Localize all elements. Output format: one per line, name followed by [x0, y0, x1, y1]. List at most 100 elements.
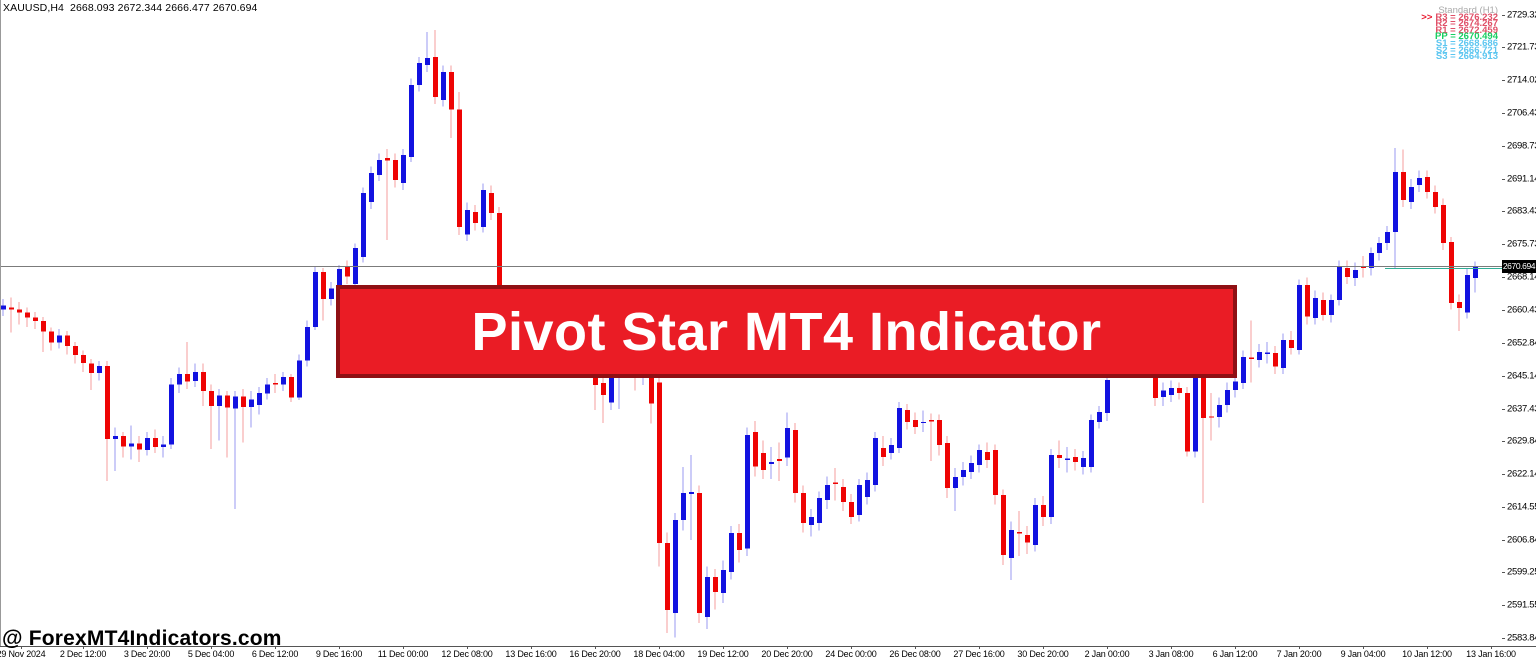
candle [753, 421, 758, 477]
time-axis-label: 7 Jan 20:00 [1276, 649, 1322, 659]
time-axis-tick [21, 646, 22, 649]
candle [833, 468, 838, 501]
price-axis-tick [1502, 80, 1505, 81]
pivot-level-s1: S1 = 2668.686 [1435, 37, 1498, 49]
candle [1337, 260, 1342, 306]
candle [425, 31, 430, 72]
candle [761, 440, 766, 479]
time-axis-label: 6 Dec 12:00 [251, 649, 299, 659]
candle [345, 260, 350, 284]
pivot-level-pp: PP = 2670.494 [1435, 31, 1498, 43]
candle [9, 297, 14, 333]
candle [1073, 448, 1078, 471]
candle [673, 513, 678, 638]
pivot-level-s3: S3 = 2664.913 [1435, 51, 1498, 63]
candle [1209, 393, 1214, 441]
candle [985, 442, 990, 469]
candle [81, 350, 86, 372]
candle [1409, 179, 1414, 210]
candle [825, 476, 830, 509]
watermark: @ ForexMT4Indicators.com [2, 627, 282, 650]
time-axis-label: 2 Jan 00:00 [1084, 649, 1130, 659]
price-axis-label: 2622.140 [1507, 468, 1536, 480]
candle [457, 92, 462, 235]
pivot-level-r1: R1 = 2672.459 [1435, 24, 1498, 36]
price-axis-label: 2645.140 [1507, 370, 1536, 382]
candle [289, 374, 294, 402]
price-axis-tick [1502, 474, 1505, 475]
candle [705, 566, 710, 629]
candle [1001, 489, 1006, 565]
candle [129, 425, 134, 460]
price-axis-tick [1502, 540, 1505, 541]
price-axis-tick [1502, 638, 1505, 639]
time-axis-label: 30 Dec 20:00 [1017, 649, 1069, 659]
candle [145, 431, 150, 456]
time-axis-tick [1363, 646, 1364, 649]
candle [945, 436, 950, 499]
time-axis-label: 11 Dec 00:00 [377, 649, 429, 659]
time-axis-tick [979, 646, 980, 649]
candle [1425, 170, 1430, 199]
candle [25, 307, 30, 327]
candle [313, 266, 318, 330]
candle [1201, 361, 1206, 503]
candle [1321, 292, 1326, 321]
price-axis-tick [1502, 310, 1505, 311]
candle [881, 436, 886, 466]
time-axis-tick [659, 646, 660, 649]
candle [481, 183, 486, 233]
candle [1233, 375, 1238, 398]
time-axis-label: 3 Dec 20:00 [123, 649, 171, 659]
time-axis-tick [787, 646, 788, 649]
candle [1057, 440, 1062, 469]
candle [681, 466, 686, 531]
candle [1217, 397, 1222, 428]
candle [1049, 448, 1054, 524]
price-axis-label: 2591.550 [1507, 599, 1536, 611]
candle [1265, 341, 1270, 364]
candle [961, 461, 966, 486]
candle [225, 391, 230, 458]
time-axis-tick [1171, 646, 1172, 649]
candlestick-chart[interactable] [0, 0, 1502, 646]
candle [1041, 496, 1046, 526]
time-axis-label: 2 Dec 12:00 [59, 649, 107, 659]
candle [849, 493, 854, 524]
candle [105, 361, 110, 481]
candle [273, 374, 278, 394]
candle [1465, 269, 1470, 319]
candle [977, 444, 982, 473]
candle [1441, 198, 1446, 250]
pivot-panel-title: Standard (H1) [1438, 5, 1498, 16]
candle [1161, 382, 1166, 407]
candle [249, 391, 254, 428]
price-axis[interactable]: 2729.320 2721.730 2714.025 2706.435 2698.730… [1502, 0, 1536, 646]
candle [913, 412, 918, 434]
price-axis-tick [1502, 47, 1505, 48]
candle [1417, 170, 1422, 192]
candle [785, 412, 790, 466]
price-axis-label: 2614.550 [1507, 501, 1536, 513]
candle [1169, 380, 1174, 402]
candle [745, 427, 750, 556]
candle [33, 311, 38, 329]
candle [1241, 350, 1246, 389]
chart-left-border [0, 0, 1, 646]
time-axis-label: 26 Dec 08:00 [889, 649, 941, 659]
pivot-level-r2: R2 = 2674.267 [1435, 18, 1498, 30]
time-axis[interactable]: 29 Nov 2024 2 Dec 12:00 3 Dec 20:00 5 Dec 0… [0, 646, 1536, 660]
candle [377, 153, 382, 182]
candle [209, 384, 214, 449]
candle [1065, 446, 1070, 473]
candle [161, 436, 166, 458]
candle [793, 423, 798, 503]
pivot-levels-panel: Standard (H1) >> R3 = 2676.232 R2 = 2674.26… [1421, 5, 1498, 63]
candle [137, 436, 142, 462]
candle [169, 378, 174, 449]
time-axis-tick [915, 646, 916, 649]
time-axis-tick [723, 646, 724, 649]
time-axis-tick [851, 646, 852, 649]
price-axis-tick [1502, 179, 1505, 180]
candle [1177, 382, 1182, 400]
